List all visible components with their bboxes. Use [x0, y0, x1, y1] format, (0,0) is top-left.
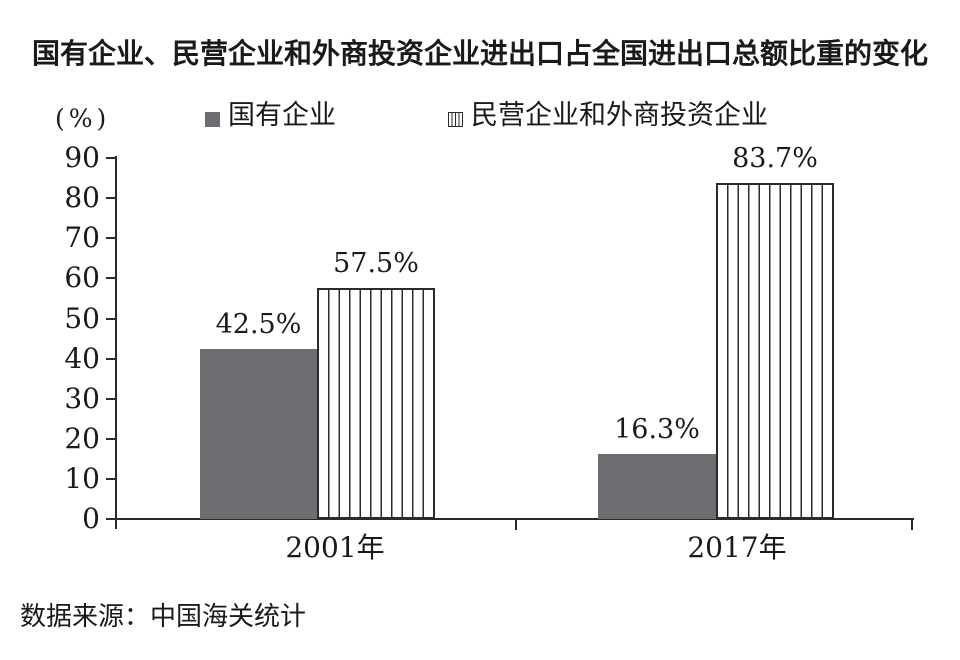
y-axis-tick: [106, 357, 115, 360]
plot-area: 2001年 2017年 0 10 20 30 40 50 60 70 80 90 42.5% 57.5…: [64, 143, 914, 564]
y-axis-tick: [106, 437, 115, 440]
y-axis-tick: [106, 317, 115, 320]
y-axis-tick-label: 90: [64, 141, 100, 175]
y-axis-tick: [106, 518, 115, 520]
y-axis-tick: [106, 277, 115, 280]
y-axis-tick: [106, 477, 115, 480]
x-category-label-2001: 2001年: [285, 531, 385, 564]
legend-swatch-solid-gray-icon: [205, 112, 220, 127]
bar-soe-2017: [598, 454, 716, 519]
x-axis-line: [115, 518, 914, 520]
y-axis-tick-label: 80: [64, 181, 100, 215]
legend-label-private-foreign: 民营企业和外商投资企业: [471, 100, 768, 131]
x-category-label-2017: 2017年: [687, 531, 787, 564]
legend-swatch-striped-icon: [448, 112, 463, 127]
y-axis-tick: [106, 397, 115, 400]
bar-value-label: 16.3%: [614, 414, 700, 445]
data-source-note: 数据来源：中国海关统计: [20, 602, 307, 632]
y-axis-tick: [106, 237, 115, 240]
y-axis-tick: [106, 197, 115, 200]
chart-title: 国有企业、民营企业和外商投资企业进出口占全国进出口总额比重的变化: [31, 37, 928, 70]
bar-value-label: 57.5%: [333, 248, 419, 279]
x-axis-tick-end: [911, 520, 913, 530]
bar-value-label: 83.7%: [732, 143, 818, 174]
y-axis-line: [115, 156, 117, 529]
bar-soe-2001: [200, 349, 317, 519]
y-axis-unit-label: (%): [55, 104, 111, 133]
bar-private-foreign-2001: [317, 288, 435, 519]
x-axis-tick-mid: [515, 520, 517, 530]
y-axis-tick-label: 40: [64, 341, 100, 375]
y-axis-tick-label: 60: [64, 261, 100, 295]
y-axis-tick-label: 70: [64, 221, 100, 255]
legend-label-soe: 国有企业: [228, 100, 336, 131]
bar-private-foreign-2017: [716, 183, 834, 519]
y-axis-tick-label: 50: [64, 301, 100, 335]
y-axis-tick: [106, 157, 115, 160]
y-axis-tick-label: 0: [82, 502, 100, 535]
bar-value-label: 42.5%: [215, 309, 302, 340]
y-axis-tick-label: 10: [64, 461, 100, 495]
y-axis-tick-label: 20: [64, 421, 100, 455]
y-axis-tick-label: 30: [64, 381, 100, 415]
